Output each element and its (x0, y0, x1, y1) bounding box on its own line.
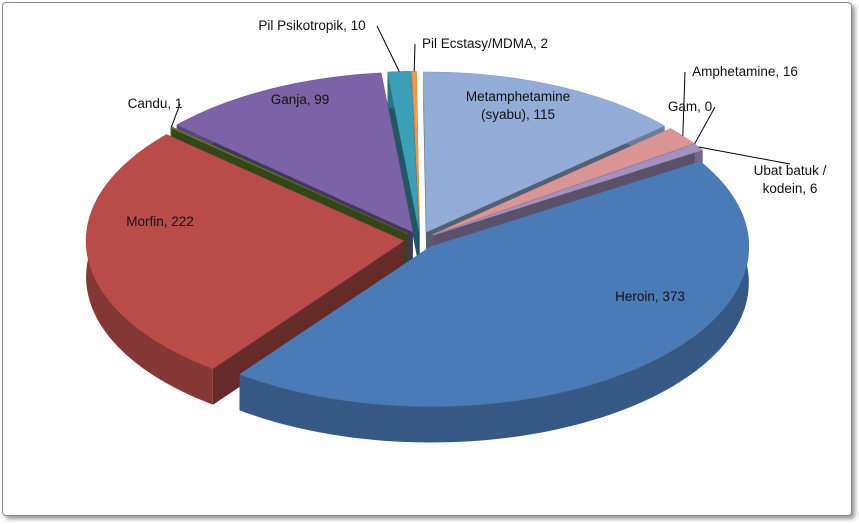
leader-line (413, 43, 416, 72)
pie-slice: Ganja (176, 72, 414, 233)
data-label: Ganja, 99 (270, 92, 330, 107)
data-label: Candu, 1 (127, 96, 183, 111)
pie-slice: Pil Psikotropik (387, 71, 420, 232)
pie-slice: Metamphetamine (syabu) (423, 71, 666, 233)
leader-line (170, 103, 181, 128)
data-label: Morfin, 222 (126, 214, 194, 229)
data-label: Pil Psikotropik, 10 (258, 18, 366, 33)
leader-line (682, 71, 686, 136)
leader-line (376, 25, 400, 72)
data-label: Amphetamine, 16 (692, 64, 798, 79)
data-label: Pil Ecstasy/MDMA, 2 (421, 36, 549, 51)
data-label: Ubat batuk / kodein, 6 (753, 163, 827, 196)
data-label: Gam, 0 (667, 99, 713, 114)
leader-line (698, 146, 791, 165)
pie-slice: Heroin (239, 161, 750, 407)
data-label: Heroin, 373 (615, 289, 685, 304)
data-label: Metamphetamine (syabu), 115 (465, 89, 571, 122)
slice-side (387, 72, 419, 268)
slice-group: Heroin (239, 161, 750, 443)
slice-group: Pil Psikotropik (387, 71, 420, 268)
leader-line (694, 106, 716, 145)
pie-slice: Morfin (85, 134, 405, 369)
slice-side (239, 161, 749, 443)
